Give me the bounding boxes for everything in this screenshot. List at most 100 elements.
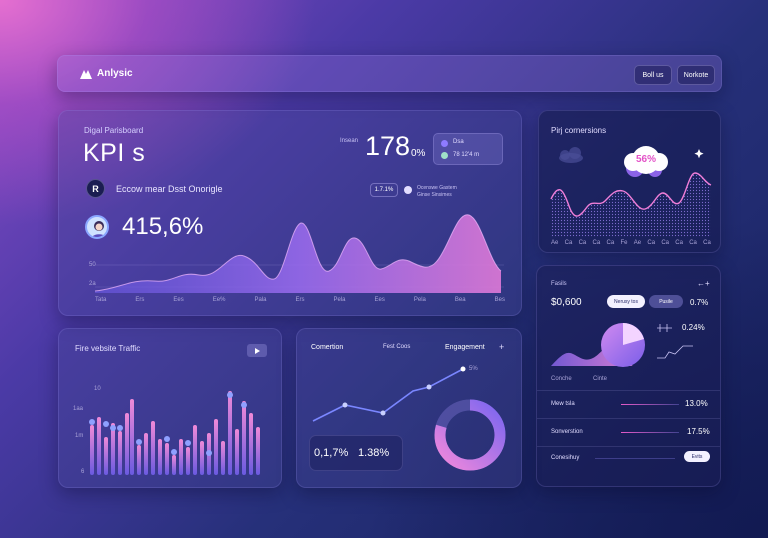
stats-axis-b: Cinte: [593, 376, 608, 382]
legend-dot-icon: [441, 140, 448, 147]
notes-button-label: Norkote: [683, 71, 709, 79]
metric-legend-card: Dsa 78 12'4 m: [433, 133, 503, 165]
engagement-metric-1: 0,1,7%: [314, 447, 349, 459]
stats-row-bar: [621, 404, 679, 405]
traffic-ytick: 1m: [75, 433, 84, 439]
logo-icon: [79, 68, 93, 80]
conv-xtick: Ca: [703, 240, 711, 246]
play-button[interactable]: [247, 344, 267, 357]
stats-row-bar: [595, 458, 675, 459]
stats-row-label: Sonverstion: [551, 429, 583, 435]
brand-name: Anlysic: [97, 68, 133, 79]
kpi-panel: Digal Parisboard KPI s Insean 178 0% Dsa…: [58, 110, 522, 316]
conversion-bubble-value: 56%: [635, 154, 656, 165]
legend-top-label: Dsa: [453, 139, 464, 145]
user-badge-letter: R: [92, 183, 99, 194]
kpi-xtick: Ees: [173, 297, 184, 303]
avatar: [85, 215, 109, 239]
kpi-ytick-1: 50: [89, 262, 96, 268]
kpi-xtick: Pela: [413, 297, 426, 303]
metric-caption: Insean: [340, 138, 359, 144]
tab-engagement[interactable]: Engagement: [445, 344, 485, 351]
metric-unit: 0%: [411, 148, 426, 159]
kpi-xtick: Ers: [295, 297, 305, 303]
stats-button-a-label: Nerusy tos: [614, 298, 638, 305]
user-badge: R: [86, 179, 105, 198]
stats-row-button[interactable]: Evits: [684, 451, 710, 462]
stats-row-2: Sonverstion 17.5%: [537, 418, 720, 446]
stats-row-label: Conesihuy: [551, 455, 580, 461]
conv-xtick: Ca: [606, 240, 615, 246]
kpi-title: KPI s: [83, 139, 146, 167]
tab-conversion[interactable]: Comertion: [311, 344, 344, 351]
stats-add-icon[interactable]: ←+: [697, 279, 710, 288]
stats-row-label: Mew tsla: [551, 401, 575, 407]
conversions-chart: [550, 147, 712, 237]
stats-row-1: Mew tsla 13.0%: [537, 390, 720, 418]
conv-xtick: Ca: [661, 240, 669, 246]
kpi-xtick: Pela: [333, 297, 346, 303]
conv-xtick: Ca: [564, 240, 573, 246]
engagement-metric-2: 1.38%: [358, 447, 390, 459]
kpi-xtick: Bes: [494, 297, 505, 303]
conversions-panel: Pirj cornersions 56% Ae Ca Ca Ca Ca Fe A…: [538, 110, 721, 253]
stats-value: $0,600: [551, 297, 582, 308]
chip-caption-1: Ocenswe Gastem: [417, 185, 457, 191]
contact-button[interactable]: Boll us: [634, 65, 672, 85]
traffic-bar-chart: [89, 391, 260, 475]
stats-button-b[interactable]: Pusile: [649, 295, 683, 308]
legend-bottom-label: 78 12'4 m: [453, 152, 480, 158]
conv-xtick: Ca: [675, 240, 683, 246]
stats-row-value: 13.0%: [685, 399, 708, 408]
stats-button-a[interactable]: Nerusy tos: [607, 295, 645, 308]
kpi-xtick: Ees: [374, 297, 385, 303]
chip-value-box[interactable]: 1.7.1%: [370, 183, 398, 197]
conv-xtick: Ca: [578, 240, 587, 246]
stats-axis-a: Conche: [551, 376, 572, 382]
conv-xtick: Ca: [592, 240, 601, 246]
stats-label: Fasils: [551, 281, 567, 287]
conv-xtick: Ae: [551, 240, 559, 246]
tab-fast-costs[interactable]: Fest Coos: [383, 344, 411, 350]
engagement-metrics-card: 0,1,7% 1.38%: [309, 435, 403, 471]
tab-more-button[interactable]: +: [499, 342, 505, 352]
kpi-xtick: Pala: [254, 297, 267, 303]
traffic-panel: Fire vebsite Traffic 10 1aa 1m 6: [58, 328, 282, 488]
traffic-ytick: 10: [94, 386, 101, 392]
kpi-ytick-2: 2a: [89, 281, 96, 287]
conversions-xaxis: Ae Ca Ca Ca Ca Fe Ae Ca Ca Ca Ca Ca: [551, 240, 711, 246]
traffic-title: Fire vebsite Traffic: [75, 344, 141, 353]
traffic-ytick: 1aa: [73, 406, 84, 412]
engagement-panel: Comertion Fest Coos Engagement + 5% 0,1,…: [296, 328, 522, 488]
stats-button-b-label: Pusile: [659, 298, 673, 305]
contact-button-label: Boll us: [642, 71, 664, 79]
stats-panel: Fasils ←+ $0,600 Nerusy tos Pusile 0.7% …: [536, 265, 721, 487]
legend-check-icon: [441, 152, 448, 159]
engagement-point-label: 5%: [469, 366, 478, 372]
conv-xtick: Fe: [620, 240, 628, 246]
kpi-area-chart: [94, 214, 504, 293]
metric-value: 178: [365, 131, 411, 161]
conv-xtick: Ca: [647, 240, 656, 246]
stats-row-bar: [621, 432, 679, 433]
stats-row-button-label: Evits: [691, 453, 703, 460]
conversion-bubble: 56%: [621, 144, 671, 178]
kpi-xtick: Tata: [95, 297, 107, 303]
engagement-chart: [312, 366, 506, 471]
conv-xtick: Ae: [633, 240, 642, 246]
kpi-subtitle: Digal Parisboard: [84, 126, 144, 135]
stats-row-value: 17.5%: [687, 427, 710, 436]
kpi-xtick: Ers: [135, 297, 145, 303]
notes-button[interactable]: Norkote: [677, 65, 715, 85]
stats-pct-2: 0.24%: [682, 323, 705, 332]
chip-value-label: 1.7.1%: [374, 187, 394, 193]
play-icon: [255, 347, 260, 354]
percent-value: 415,6%: [122, 213, 204, 240]
kpi-row-text: Eccow mear Dsst Onorigle: [116, 184, 223, 194]
stats-row-3: Conesihuy Evits: [537, 446, 720, 474]
conversions-title: Pirj cornersions: [551, 126, 607, 135]
conv-xtick: Ca: [689, 240, 697, 246]
info-icon: [404, 186, 412, 194]
stats-pct-1: 0.7%: [690, 298, 709, 307]
traffic-ytick: 6: [81, 469, 85, 475]
